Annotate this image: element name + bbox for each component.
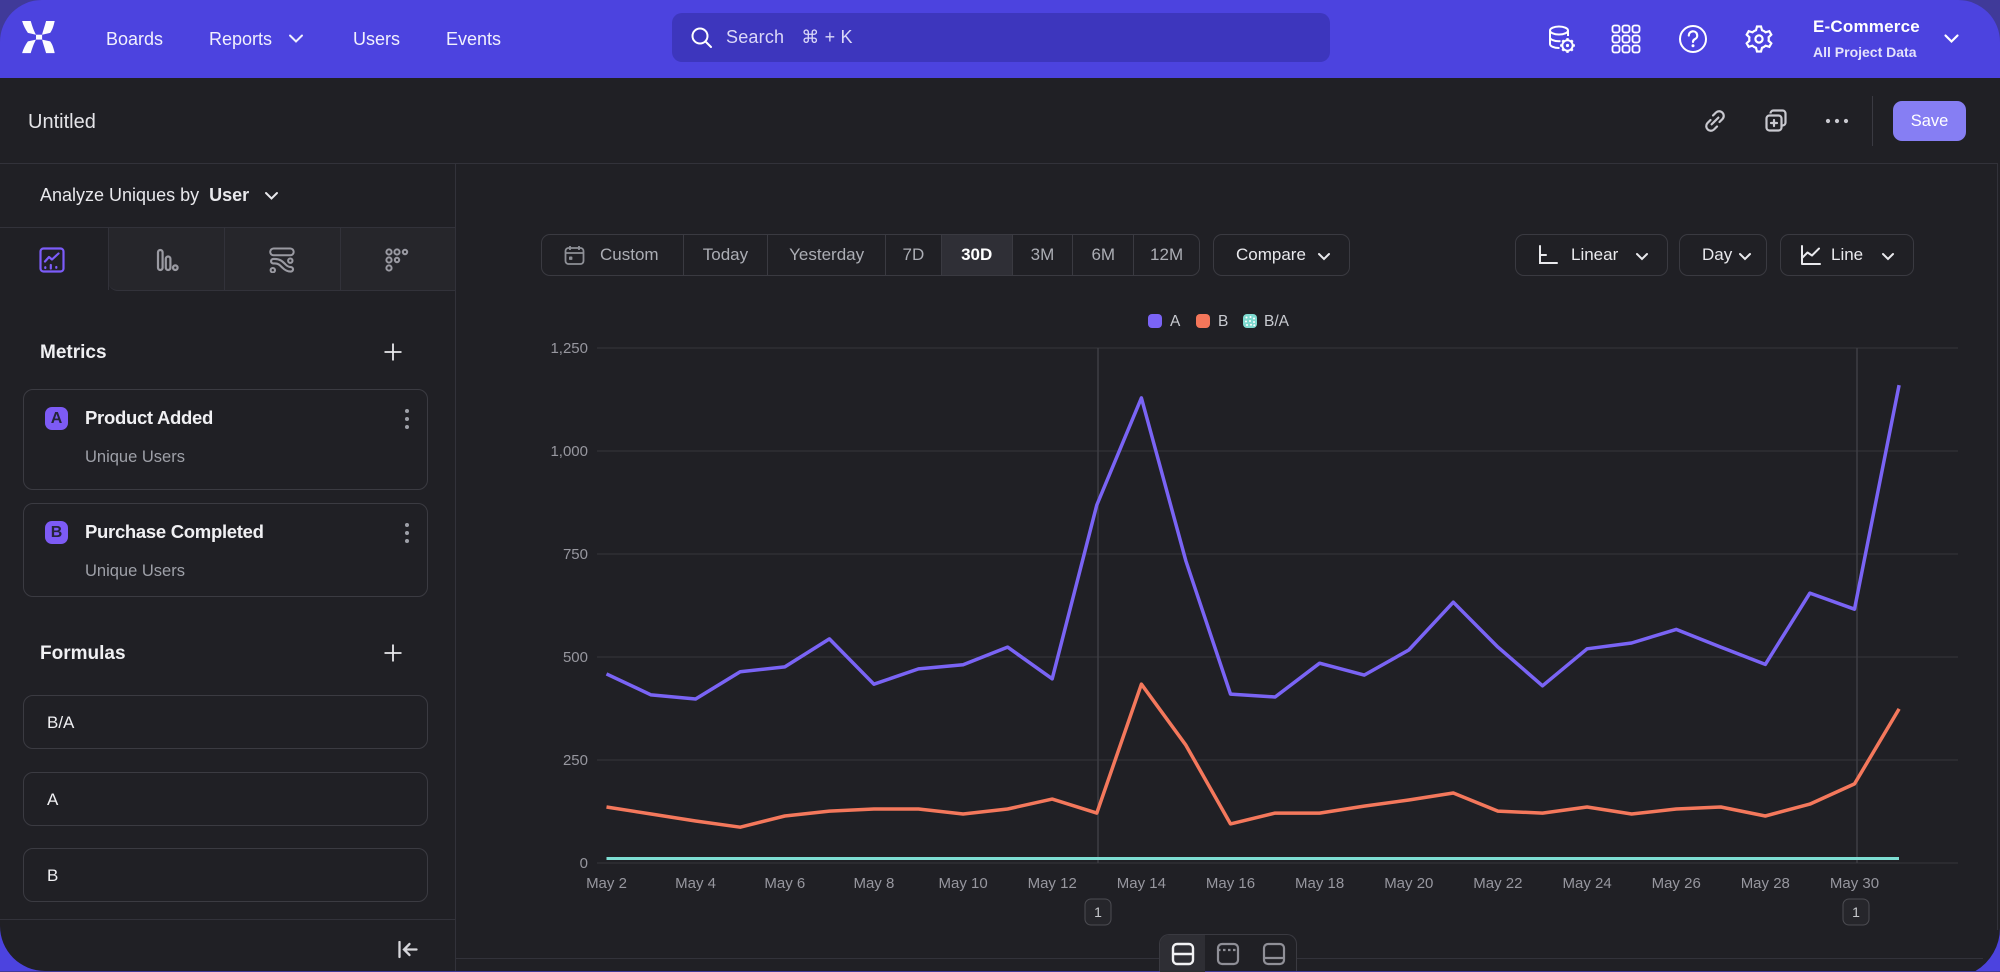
svg-text:May 22: May 22 xyxy=(1473,875,1522,892)
svg-text:750: 750 xyxy=(563,546,588,563)
svg-text:May 24: May 24 xyxy=(1562,875,1611,892)
svg-text:May 18: May 18 xyxy=(1295,875,1344,892)
svg-text:May 28: May 28 xyxy=(1741,875,1790,892)
svg-text:May 8: May 8 xyxy=(853,875,894,892)
svg-text:0: 0 xyxy=(580,855,588,872)
svg-text:May 12: May 12 xyxy=(1028,875,1077,892)
svg-text:May 2: May 2 xyxy=(586,875,627,892)
svg-text:1: 1 xyxy=(1094,904,1102,920)
svg-text:May 10: May 10 xyxy=(938,875,987,892)
svg-text:1: 1 xyxy=(1852,904,1860,920)
svg-text:500: 500 xyxy=(563,649,588,666)
svg-text:May 6: May 6 xyxy=(764,875,805,892)
svg-text:1,000: 1,000 xyxy=(550,443,588,460)
svg-text:May 16: May 16 xyxy=(1206,875,1255,892)
svg-text:1,250: 1,250 xyxy=(550,340,588,357)
svg-text:May 14: May 14 xyxy=(1117,875,1166,892)
svg-text:May 20: May 20 xyxy=(1384,875,1433,892)
svg-text:May 26: May 26 xyxy=(1652,875,1701,892)
svg-text:May 30: May 30 xyxy=(1830,875,1879,892)
svg-text:May 4: May 4 xyxy=(675,875,716,892)
svg-text:250: 250 xyxy=(563,752,588,769)
